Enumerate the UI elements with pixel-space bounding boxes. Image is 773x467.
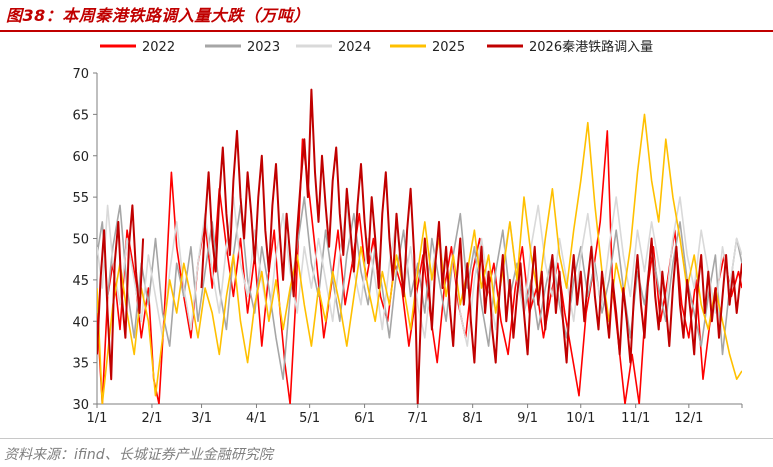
legend: 2022 2023 2024 2025 2026秦港铁路调入量 — [100, 39, 653, 55]
x-tick-label: 6/1 — [354, 411, 375, 426]
series-layer — [97, 88, 742, 404]
legend-label: 2026秦港铁路调入量 — [529, 39, 653, 55]
legend-label: 2025 — [432, 40, 465, 55]
y-tick-label: 70 — [72, 67, 89, 82]
title-rule — [0, 30, 773, 32]
x-tick-label: 2/1 — [141, 411, 162, 426]
x-tick-label: 8/1 — [462, 411, 483, 426]
legend-label: 2024 — [338, 40, 371, 55]
source-note: 资料来源：ifind、长城证券产业金融研究院 — [4, 447, 273, 463]
x-tick-label: 1/1 — [87, 411, 108, 426]
x-tick-label: 10/1 — [566, 411, 595, 426]
x-tick-label: 12/1 — [674, 411, 703, 426]
series-line-4 — [97, 204, 145, 381]
y-tick-label: 60 — [72, 150, 89, 165]
series-line-5 — [200, 88, 742, 404]
y-tick-label: 35 — [72, 357, 89, 372]
y-tick-label: 45 — [72, 274, 89, 289]
x-tick-label: 3/1 — [191, 411, 212, 426]
legend-label: 2022 — [142, 40, 175, 55]
source-rule — [0, 438, 773, 439]
x-tick-label: 5/1 — [299, 411, 320, 426]
y-tick-label: 55 — [72, 191, 89, 206]
legend-label: 2023 — [247, 40, 280, 55]
x-tick-label: 11/1 — [621, 411, 650, 426]
figure-title: 图38：本周秦港铁路调入量大跌（万吨） — [6, 6, 310, 25]
y-tick-label: 65 — [72, 108, 89, 123]
x-tick-label: 4/1 — [246, 411, 267, 426]
y-tick-label: 50 — [72, 233, 89, 248]
y-tick-label: 30 — [72, 398, 89, 413]
series-line-3 — [97, 113, 742, 404]
axes: 30 35 40 45 50 55 60 65 70 1/1 2/1 3/1 4/1 5/1 6/1 7/1 8… — [72, 67, 743, 426]
x-tick-label: 9/1 — [517, 411, 538, 426]
series-line-2 — [97, 196, 742, 347]
y-tick-label: 40 — [72, 315, 89, 330]
x-tick-label: 7/1 — [407, 411, 428, 426]
